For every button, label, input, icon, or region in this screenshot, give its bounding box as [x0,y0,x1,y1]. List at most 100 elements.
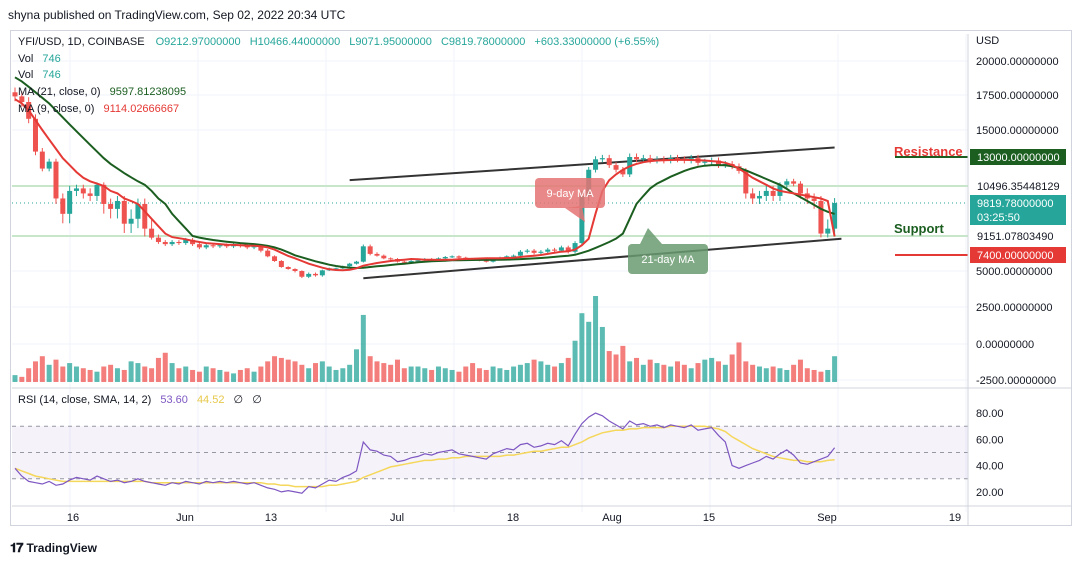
price-tick-label: 5000.00000000 [976,266,1052,278]
volume-bar [94,371,100,382]
candle-body [572,243,578,252]
volume-bar [135,363,141,382]
candle-body [381,255,387,259]
price-tick-label: 15000.00000000 [976,125,1059,137]
rsi-extra-2: ∅ [252,394,262,406]
symbol-label[interactable]: YFI/USD, 1D, COINBASE [18,36,145,48]
ma21-legend[interactable]: MA (21, close, 0) 9597.81238095 [18,86,186,98]
volume-legend-1[interactable]: Vol 746 [18,53,61,65]
candle-body [128,218,134,224]
rsi-tick-label: 20.00 [976,487,1004,499]
tradingview-brand[interactable]: 𝟏𝟕 TradingView [10,540,97,556]
volume-bar [750,364,756,382]
rsi-legend[interactable]: RSI (14, close, SMA, 14, 2) 53.60 44.52 … [18,393,262,406]
volume-bar [176,368,182,382]
volume-bar [552,366,558,382]
time-tick-label: 13 [265,512,277,524]
price-badge [970,247,1066,263]
candle-body [818,200,824,234]
candle-body [210,245,216,247]
candle-body [640,158,646,160]
volume-bar [142,366,148,382]
volume-bar [231,373,237,382]
price-badge [970,195,1066,211]
volume-bar [114,368,120,382]
candle-body [367,246,373,254]
volume-bar [504,369,510,382]
volume-bar [340,368,346,382]
volume-bar [524,363,530,382]
volume-bar [463,366,469,382]
volume-bar [517,364,523,382]
candle-body [456,256,462,258]
candle-body [715,160,721,166]
volume-bar [244,368,250,382]
volume-bar [442,368,448,382]
candle-body [449,256,455,258]
volume-bar [483,369,489,382]
rsi-value: 53.60 [160,394,188,406]
volume-bar [169,363,175,382]
candle-body [545,249,551,252]
candle-body [203,245,209,248]
ma9-legend[interactable]: MA (9, close, 0) 9114.02666667 [18,103,179,115]
price-tick-label: 0.00000000 [976,339,1034,351]
price-badge [970,228,1066,244]
candle-body [483,260,489,262]
ma9-label: MA (9, close, 0) [18,103,95,115]
candle-body [135,203,141,219]
resistance-channel-line [349,146,835,182]
candle-body [415,260,421,262]
volume-bar [545,364,551,382]
candle-body [53,161,59,199]
volume-bar [756,366,762,382]
volume-bar [681,364,687,382]
rsi-label: RSI (14, close, SMA, 14, 2) [18,394,152,406]
volume-bar [729,354,735,382]
volume-bar [661,364,667,382]
price-badge [970,149,1066,165]
currency-label: USD [976,35,999,47]
volume-bar [60,366,66,382]
candle-body [593,159,599,170]
low-value: L9071.95000000 [349,36,432,48]
volume-bar [531,359,537,382]
volume-bar [26,368,32,382]
candle-body [12,92,18,97]
ma9-callout-box [535,178,605,208]
volume-bar [654,363,660,382]
candle-body [825,228,831,234]
candle-body [558,247,564,251]
high-value: H10466.44000000 [249,36,341,48]
price-tick-label: -2500.00000000 [976,375,1056,387]
candle-body [190,239,196,245]
candle-body [511,255,517,257]
volume-bar [367,356,373,382]
candle-body [169,241,175,245]
rsi-sma-value: 44.52 [196,394,225,406]
ma21-line [14,76,835,270]
ma9-value: 9114.02666667 [103,103,180,115]
ma9-callout-text: 9-day MA [546,188,594,200]
volume-bar [292,361,298,382]
volume-bar [743,361,749,382]
volume-bar [80,368,86,382]
candle-body [524,250,530,252]
volume-legend-2[interactable]: Vol 746 [18,69,61,81]
volume-bar [825,369,831,382]
ohlc-legend: YFI/USD, 1D, COINBASE O9212.97000000 H10… [18,36,659,48]
volume-bar [497,368,503,382]
brand-label: TradingView [26,541,97,555]
candle-body [251,246,257,248]
volume-bar [272,356,278,382]
volume-bar [702,359,708,382]
candle-body [32,118,38,152]
rsi-tick-label: 80.00 [976,408,1004,420]
rsi-extra-1: ∅ [233,394,244,406]
tradingview-logo-icon: 𝟏𝟕 [10,540,24,555]
ma21-callout-box [628,244,708,274]
volume-bar [19,376,25,382]
candle-body [73,188,79,191]
open-value: O9212.97000000 [155,36,241,48]
candle-body [750,193,756,199]
